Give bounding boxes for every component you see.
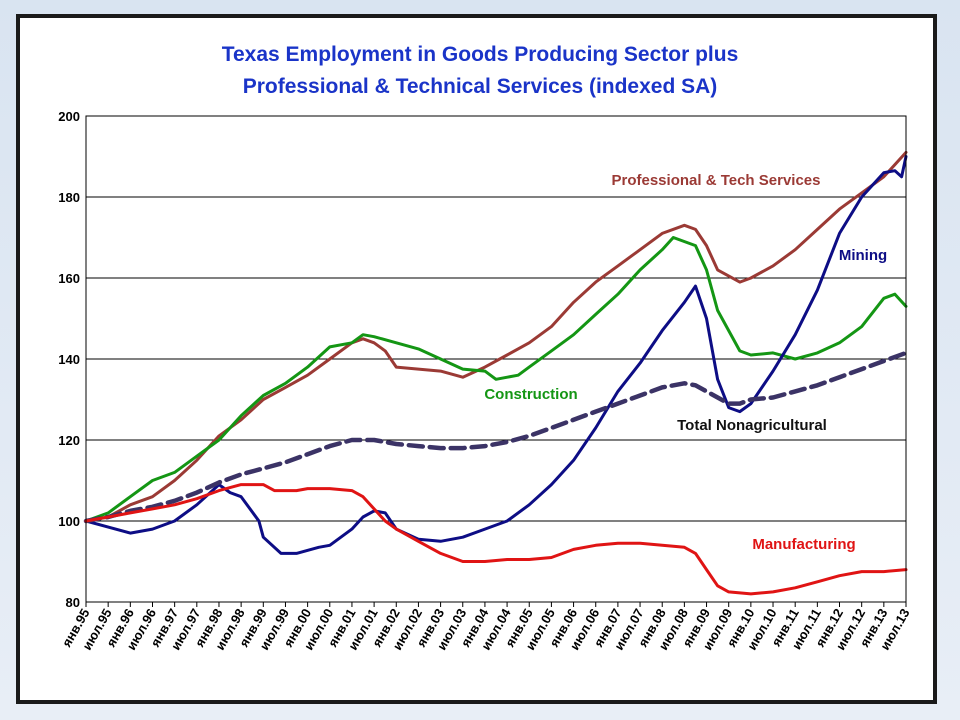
series-label-2: Mining [839, 247, 887, 264]
y-tick-label: 100 [58, 514, 80, 529]
y-tick-label: 180 [58, 190, 80, 205]
series-lines [83, 150, 909, 596]
series-line-1 [84, 236, 908, 523]
y-tick-label: 160 [58, 271, 80, 286]
series-label-3: Total Nonagricultural [677, 417, 827, 434]
plot-area-border [85, 115, 907, 603]
y-tick-label: 120 [58, 433, 80, 448]
y-tick-label: 80 [66, 595, 80, 610]
series-line-3 [83, 350, 909, 524]
series-line-2 [84, 155, 908, 555]
chart-title-line2: Professional & Technical Services (index… [242, 75, 718, 98]
series-line-0 [84, 150, 908, 523]
series-label-0: Professional & Tech Services [612, 172, 821, 189]
y-tick-label: 200 [58, 109, 80, 124]
series-label-4: Manufacturing [752, 536, 855, 553]
y-tick-label: 140 [58, 352, 80, 367]
chart-title-line1: Texas Employment in Goods Producing Sect… [221, 43, 739, 66]
series-label-1: Construction [484, 386, 577, 403]
series-labels: Professional & Tech Services Construction… [484, 172, 887, 553]
axes: 80100120140160180200янв.95июл.95янв.96ию… [58, 109, 912, 653]
series-line-4 [84, 483, 908, 596]
